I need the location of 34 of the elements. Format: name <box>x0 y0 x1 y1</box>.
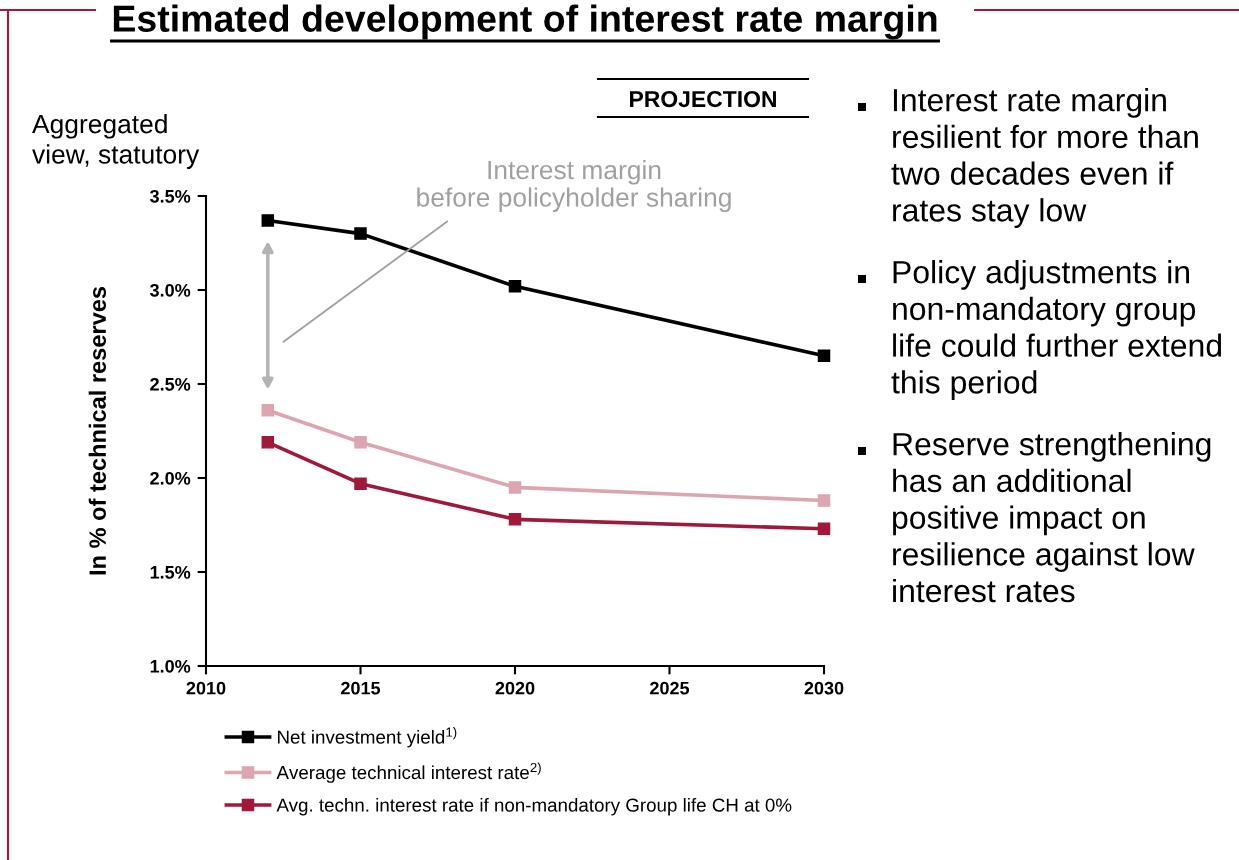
point <box>817 349 831 363</box>
x-tick-label: 2010 <box>186 681 226 695</box>
x-tick-label: 2015 <box>341 681 381 695</box>
y-tick-label: 2.0% <box>150 471 191 485</box>
x-tick-label: 2025 <box>650 681 690 695</box>
y-axis-title: In % of technical reserves <box>88 286 107 575</box>
y-tick-label: 3.5% <box>149 189 191 203</box>
y-tick-label: 1.0% <box>150 659 191 673</box>
text: PROJECTION <box>630 90 776 108</box>
point <box>261 214 275 227</box>
point <box>354 436 367 449</box>
annotation: Interest margin before policyholder sharing <box>417 159 731 213</box>
text: Interest rate margin resilient for more than two decades even if rates stay low <box>891 88 1198 228</box>
y-tick-label: 3.0% <box>149 283 191 297</box>
y-tick-label: 1.5% <box>150 565 191 579</box>
point <box>817 522 831 536</box>
text: Policy adjustments in non-mandatory group life could further extend this period <box>891 260 1221 400</box>
point <box>508 481 522 494</box>
point <box>354 477 367 490</box>
chart-subtitle: Aggregated view, statutory <box>32 114 200 169</box>
chart-title: Estimated development of interest rate margin <box>113 4 937 40</box>
text: Reserve strengthening has an additional positive impact on resilience against low interest rates <box>893 432 1211 603</box>
point <box>817 494 831 507</box>
x-tick-label: 2020 <box>495 681 535 695</box>
y-tick-label: 2.5% <box>150 377 191 391</box>
point <box>354 227 367 240</box>
legend-label: Net investment yield$^{1)}$ <box>278 727 457 748</box>
legend-label: Avg. techn. interest rate if non-mandatory Group life CH at 0% <box>276 797 792 816</box>
point <box>261 404 275 417</box>
legend-label: Average technical interest rate$^{2)}$ <box>276 762 541 783</box>
point <box>508 279 522 293</box>
point <box>508 513 522 526</box>
x-tick-label: 2030 <box>804 681 844 695</box>
point <box>261 436 275 449</box>
